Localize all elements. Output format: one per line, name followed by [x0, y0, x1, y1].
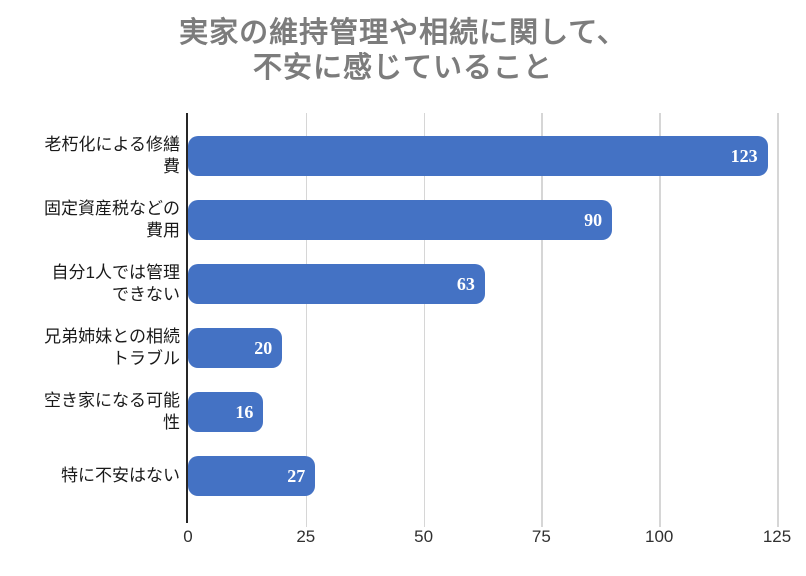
gridline	[305, 113, 308, 527]
chart-title: 実家の維持管理や相続に関して、 不安に感じていること	[0, 16, 806, 86]
bar-row: 123	[188, 136, 777, 176]
x-tick-label: 125	[762, 527, 792, 546]
category-row: 空き家になる可能 性	[0, 391, 180, 432]
category-axis: 老朽化による修繕 費 固定資産税などの 費用 自分1人では管理 できない 兄弟姉…	[0, 113, 180, 523]
bar-value-label: 16	[235, 401, 254, 422]
bar: 16	[188, 392, 264, 432]
category-row: 老朽化による修繕 費	[0, 135, 181, 176]
category-label: 兄弟姉妹との相続 トラブル	[44, 327, 180, 368]
bar-row: 63	[188, 264, 777, 304]
bar-value-label: 123	[730, 145, 758, 166]
x-axis: 0 25 50 75 100 125	[183, 527, 791, 549]
bar: 20	[188, 328, 283, 368]
bar-row: 90	[188, 200, 777, 240]
gridline	[777, 113, 779, 527]
bar: 63	[188, 264, 485, 304]
x-tick-label: 100	[645, 527, 674, 546]
category-label: 固定資産税などの 費用	[44, 199, 180, 240]
bar-value-label: 63	[456, 273, 475, 294]
bar: 90	[188, 200, 613, 240]
category-row: 固定資産税などの 費用	[0, 199, 180, 240]
bar-value-label: 90	[584, 209, 603, 230]
category-row: 特に不安はない	[0, 456, 180, 496]
chart-title-line1: 実家の維持管理や相続に関して、	[179, 17, 627, 49]
chart-title-line2: 不安に感じていること	[252, 52, 553, 84]
y-axis-line	[186, 113, 188, 523]
category-label: 老朽化による修繕 費	[44, 135, 181, 176]
bar-value-label: 20	[254, 337, 273, 358]
plot-area: 123 90 63 20 16	[186, 113, 779, 527]
bar-row: 20	[188, 328, 777, 368]
gridline	[541, 113, 543, 527]
category-row: 兄弟姉妹との相続 トラブル	[0, 327, 180, 368]
x-tick-label: 25	[296, 527, 316, 546]
bar-row: 16	[188, 392, 777, 432]
x-tick-label: 0	[183, 527, 193, 546]
bar: 27	[188, 456, 316, 496]
bar: 123	[188, 136, 768, 176]
category-label: 特に不安はない	[61, 466, 180, 485]
x-tick-label: 50	[414, 527, 434, 546]
category-label: 空き家になる可能 性	[44, 391, 180, 432]
category-row: 自分1人では管理 できない	[0, 263, 180, 304]
gridline	[659, 113, 661, 527]
bar-series: 123 90 63 20 16	[188, 113, 777, 523]
category-label: 自分1人では管理 できない	[51, 263, 180, 304]
x-tick-label: 75	[531, 527, 551, 546]
bar-value-label: 27	[287, 465, 306, 486]
gridline	[423, 113, 426, 527]
bar-row: 27	[188, 456, 777, 496]
